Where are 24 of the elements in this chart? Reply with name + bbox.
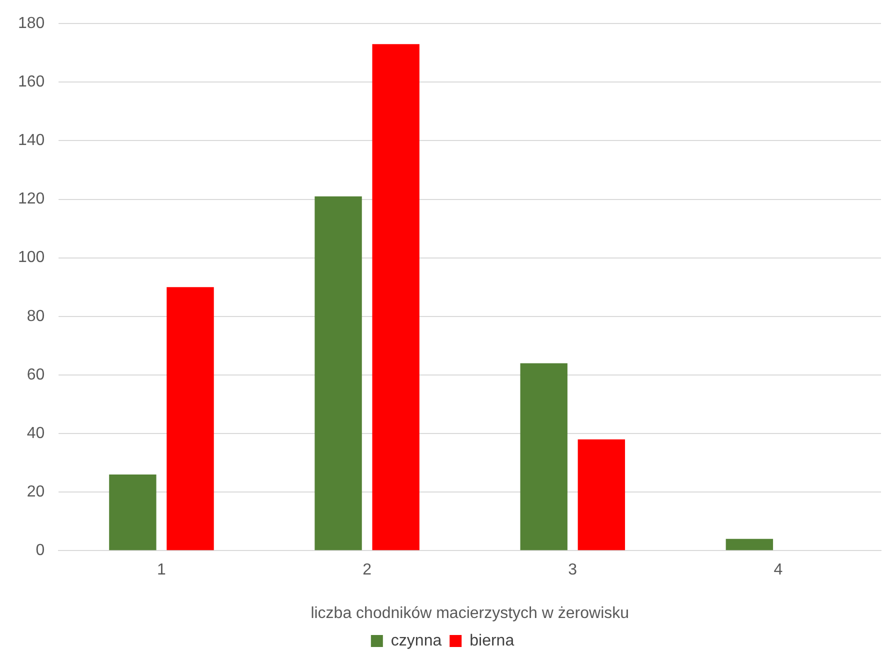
y-tick-label: 20 — [26, 483, 45, 500]
y-tick-label: 120 — [18, 190, 45, 208]
bar — [109, 474, 156, 550]
bar — [578, 439, 626, 550]
y-tick-label: 80 — [26, 308, 45, 325]
x-tick-label: 4 — [774, 562, 783, 579]
y-tick-label: 40 — [26, 424, 45, 442]
bar — [314, 196, 362, 550]
x-tick-label: 3 — [568, 562, 578, 579]
x-tick-label: 2 — [362, 562, 372, 579]
x-axis-title: liczba chodników macierzystych w żerowisku — [310, 604, 630, 622]
bar — [372, 44, 420, 550]
y-tick-label: 180 — [18, 15, 45, 32]
legend-label: bierna — [470, 632, 514, 650]
y-tick-label: 60 — [26, 366, 45, 384]
legend-label: czynna — [390, 632, 442, 650]
bar — [520, 363, 568, 550]
y-tick-label: 160 — [18, 74, 45, 91]
y-tick-label: 100 — [18, 249, 45, 266]
x-tick-label: 1 — [157, 562, 166, 579]
bar — [166, 287, 214, 550]
bar — [726, 538, 774, 550]
y-tick-label: 140 — [18, 132, 45, 150]
y-tick-label: 0 — [36, 542, 45, 560]
